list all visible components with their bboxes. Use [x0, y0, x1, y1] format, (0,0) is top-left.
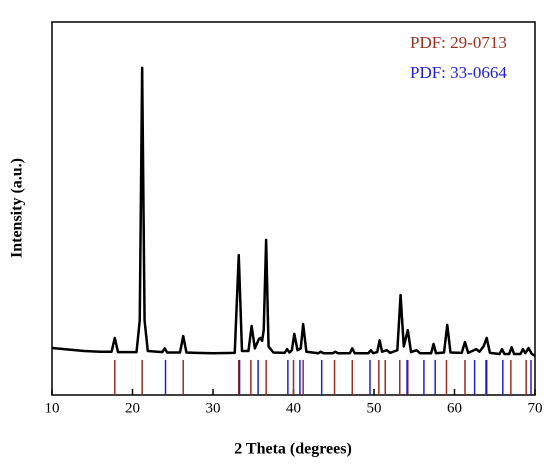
legend-label: PDF: 33-0664	[410, 63, 507, 82]
y-axis-label: Intensity (a.u.)	[9, 158, 26, 258]
x-tick-label: 50	[367, 400, 382, 416]
x-tick-label: 30	[206, 400, 221, 416]
x-tick-label: 20	[125, 400, 140, 416]
x-tick-label: 40	[286, 400, 301, 416]
xrd-pattern	[51, 66, 536, 357]
x-tick-label: 60	[447, 400, 462, 416]
legend-label: PDF: 29-0713	[410, 33, 507, 52]
x-tick-label: 10	[45, 400, 60, 416]
x-tick-label: 70	[528, 400, 543, 416]
x-axis-label: 2 Theta (degrees)	[234, 441, 352, 458]
